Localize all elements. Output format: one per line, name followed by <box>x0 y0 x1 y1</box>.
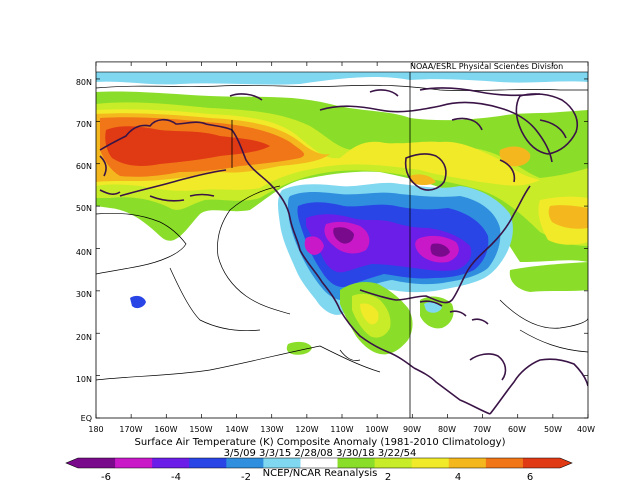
lat-label: 80N <box>75 78 92 87</box>
colorbar-swatch <box>152 458 190 468</box>
axis-ticks <box>95 62 589 419</box>
coastline <box>319 101 553 163</box>
contour-line <box>217 185 291 315</box>
lon-label: 130W <box>260 425 284 434</box>
anomaly-contours <box>96 84 588 381</box>
coastline <box>489 358 588 415</box>
colorbar-swatch <box>78 458 116 468</box>
neg-region-us-5c <box>304 236 324 255</box>
colorbar-label: 4 <box>454 472 462 483</box>
colorbar-swatch <box>485 458 524 468</box>
neg-region-cuba <box>424 301 442 313</box>
contour-line <box>96 84 588 91</box>
coastline <box>99 118 415 369</box>
colorbar-swatch <box>300 458 339 468</box>
coastline <box>359 185 531 304</box>
lon-label: 180 <box>88 425 104 434</box>
pos-region-mexico-3 <box>360 303 379 325</box>
colorbar-label: -4 <box>171 472 181 483</box>
colorbar-swatch <box>189 458 227 468</box>
contour-line <box>339 349 361 361</box>
map-dates: 3/5/09 3/3/15 2/28/08 3/30/18 3/22/54 <box>223 448 417 459</box>
lon-label: 150W <box>189 425 213 434</box>
coastline <box>404 153 447 191</box>
colorbar-label: 6 <box>526 472 534 483</box>
lon-label: 40W <box>576 425 596 434</box>
lon-label: 120W <box>295 425 319 434</box>
colorbar-frame <box>65 457 573 469</box>
colorbar-swatch <box>263 458 301 468</box>
lat-label: 70N <box>75 120 92 129</box>
coastline <box>149 193 215 202</box>
colorbar-arrow-left <box>66 458 78 468</box>
map-source: NCEP/NCAR Reanalysis <box>262 468 378 479</box>
pos-region-nw-6 <box>105 126 270 166</box>
coastline <box>419 300 489 325</box>
lat-label: 20N <box>75 333 92 342</box>
coastline <box>119 169 227 197</box>
coastlines <box>99 87 588 415</box>
contour-line <box>499 299 588 329</box>
lon-label: 140W <box>225 425 249 434</box>
lon-label: 80W <box>437 425 457 434</box>
credit-text: NOAA/ESRL Physical Sciences Division <box>410 62 564 71</box>
lat-label: 30N <box>75 290 92 299</box>
colorbar-swatch <box>522 458 561 468</box>
colorbar-arrow-right <box>560 458 572 468</box>
pos-region-ne-4 <box>499 146 531 167</box>
coastline <box>419 87 567 183</box>
coastline <box>99 155 121 195</box>
lat-label: 40N <box>75 248 92 257</box>
contour-line <box>169 267 261 332</box>
lon-label: 70W <box>472 425 492 434</box>
lon-label: 170W <box>119 425 143 434</box>
coastline <box>515 93 578 155</box>
colorbar-swatch <box>226 458 264 468</box>
colorbar-swatch <box>337 458 376 468</box>
pos-region-east-4 <box>548 205 588 229</box>
lat-label: 60N <box>75 162 92 171</box>
contour-line <box>96 345 381 381</box>
lon-label: 60W <box>507 425 527 434</box>
colorbar-label: -6 <box>101 472 111 483</box>
colorbar-swatch <box>374 458 413 468</box>
lat-label: EQ <box>80 414 92 423</box>
colorbar-label: 2 <box>384 472 392 483</box>
pos-region-atlantic-1 <box>509 262 588 292</box>
lon-label: 90W <box>402 425 422 434</box>
contour-line <box>519 329 588 353</box>
neg-region-pacific-blue <box>130 295 146 309</box>
coastline <box>469 353 507 381</box>
colorbar <box>65 457 573 469</box>
lon-label: 50W <box>543 425 563 434</box>
coastline <box>229 89 399 101</box>
lon-label: 100W <box>365 425 389 434</box>
pos-region-ne-4b <box>410 174 436 185</box>
contour-line <box>96 212 187 275</box>
anomaly-shading <box>96 62 588 355</box>
map-title: Surface Air Temperature (K) Composite An… <box>134 437 506 448</box>
lat-label: 10N <box>75 375 92 384</box>
colorbar-swatch <box>115 458 153 468</box>
lon-label: 110W <box>330 425 354 434</box>
coastline <box>413 367 491 415</box>
colorbar-swatch <box>411 458 450 468</box>
colorbar-swatch <box>448 458 487 468</box>
lat-label: 50N <box>75 204 92 213</box>
neg-region-us-6 <box>333 227 354 244</box>
colorbar-label: -2 <box>241 472 251 483</box>
neg-region-us-6b <box>430 243 450 257</box>
lon-label: 160W <box>154 425 178 434</box>
